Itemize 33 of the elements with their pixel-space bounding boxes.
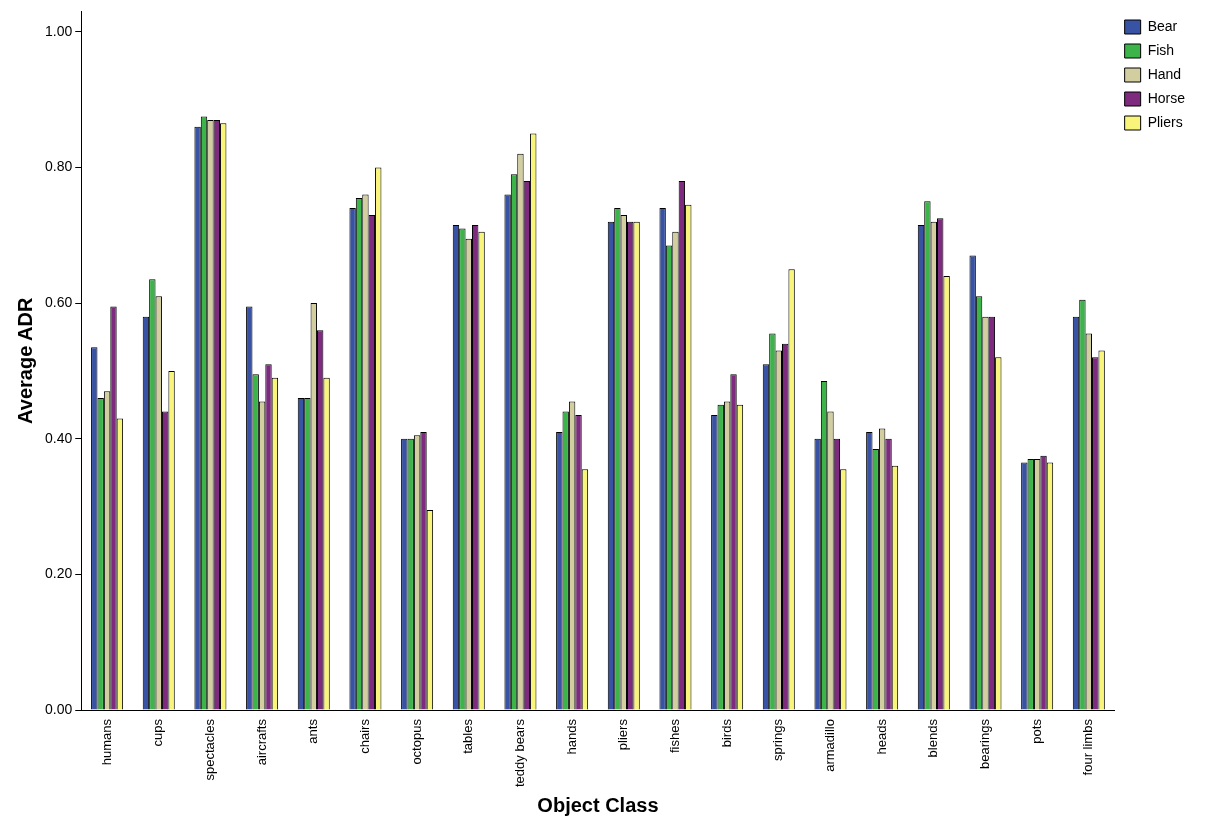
y-tick-label: 0.20 <box>45 565 73 582</box>
x-tick-label: octopus <box>408 718 424 765</box>
y-tick-label: 0.60 <box>45 293 73 310</box>
legend-label: Fish <box>1147 41 1175 58</box>
x-tick-label: blends <box>925 718 941 758</box>
x-tick-label: chairs <box>357 718 373 754</box>
x-tick-label: birds <box>718 718 734 748</box>
legend-label: Pliers <box>1147 113 1183 130</box>
x-axis-title: Object Class <box>537 793 659 816</box>
legend-label: Bear <box>1147 17 1178 34</box>
legend-label: Horse <box>1147 89 1186 106</box>
legend-label: Hand <box>1147 65 1182 82</box>
x-tick-label: aircrafts <box>253 718 269 766</box>
y-axis-title: Average ADR <box>13 297 36 424</box>
x-tick-label: pots <box>1028 718 1044 744</box>
x-tick-label: spectacles <box>202 718 217 781</box>
x-tick-label: fishes <box>667 718 683 754</box>
x-tick-label: heads <box>873 718 889 755</box>
x-tick-label: teddy bears <box>512 718 528 787</box>
y-tick-label: 0.40 <box>45 429 73 446</box>
x-tick-label: tables <box>460 718 476 754</box>
y-tick-label: 1.00 <box>45 22 73 39</box>
x-tick-label: hands <box>563 718 579 755</box>
x-tick-label: ants <box>305 718 321 744</box>
x-tick-label: humans <box>98 718 114 766</box>
x-tick-label: cups <box>150 718 166 747</box>
x-tick-label: springs <box>770 718 786 761</box>
x-tick-label: armadillo <box>822 719 838 772</box>
x-tick-label: pliers <box>615 718 631 751</box>
x-tick-label: four limbs <box>1080 718 1096 776</box>
x-tick-label: bearings <box>977 718 993 769</box>
y-tick-label: 0.80 <box>45 158 73 175</box>
y-tick-label: 0.00 <box>45 700 73 717</box>
